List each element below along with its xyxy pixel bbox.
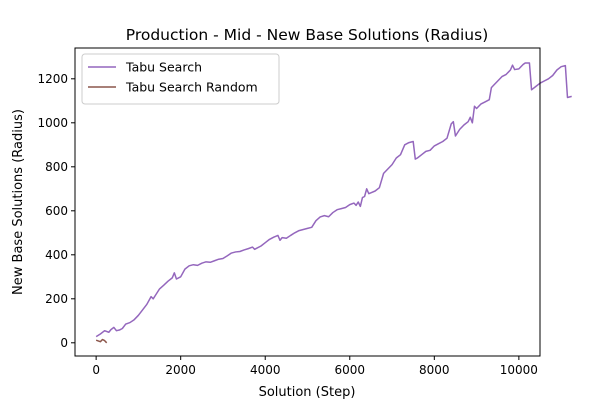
y-axis-label: New Base Solutions (Radius) [11,109,26,295]
series-line-1 [95,338,108,344]
x-tick-label-0: 0 [92,363,100,377]
axis-ticks: 0 2000 4000 6000 8000 10000 0 200 400 600 800 1000 1… [37,72,538,377]
legend-label-0: Tabu Search [125,60,202,75]
x-tick-label-4: 8000 [419,363,450,377]
x-tick-label-5: 10000 [500,363,538,377]
x-tick-label-2: 4000 [250,363,281,377]
y-tick-label-2: 400 [45,248,68,262]
chart-title: Production - Mid - New Base Solutions (R… [126,26,489,44]
plot-area [95,62,572,344]
y-tick-label-3: 600 [45,204,68,218]
series-line-0 [95,62,572,338]
y-tick-label-0: 0 [60,336,68,350]
legend-box [81,53,280,105]
legend-label-1: Tabu Search Random [125,80,258,95]
x-tick-label-3: 6000 [334,363,365,377]
axes-frame [74,47,541,357]
legend: Tabu Search Tabu Search Random [81,53,280,105]
y-tick-label-1: 200 [45,292,68,306]
y-tick-label-4: 800 [45,160,68,174]
x-tick-label-1: 2000 [165,363,196,377]
y-tick-label-5: 1000 [37,116,68,130]
x-axis-label: Solution (Step) [259,385,356,400]
y-tick-label-6: 1200 [37,72,68,86]
